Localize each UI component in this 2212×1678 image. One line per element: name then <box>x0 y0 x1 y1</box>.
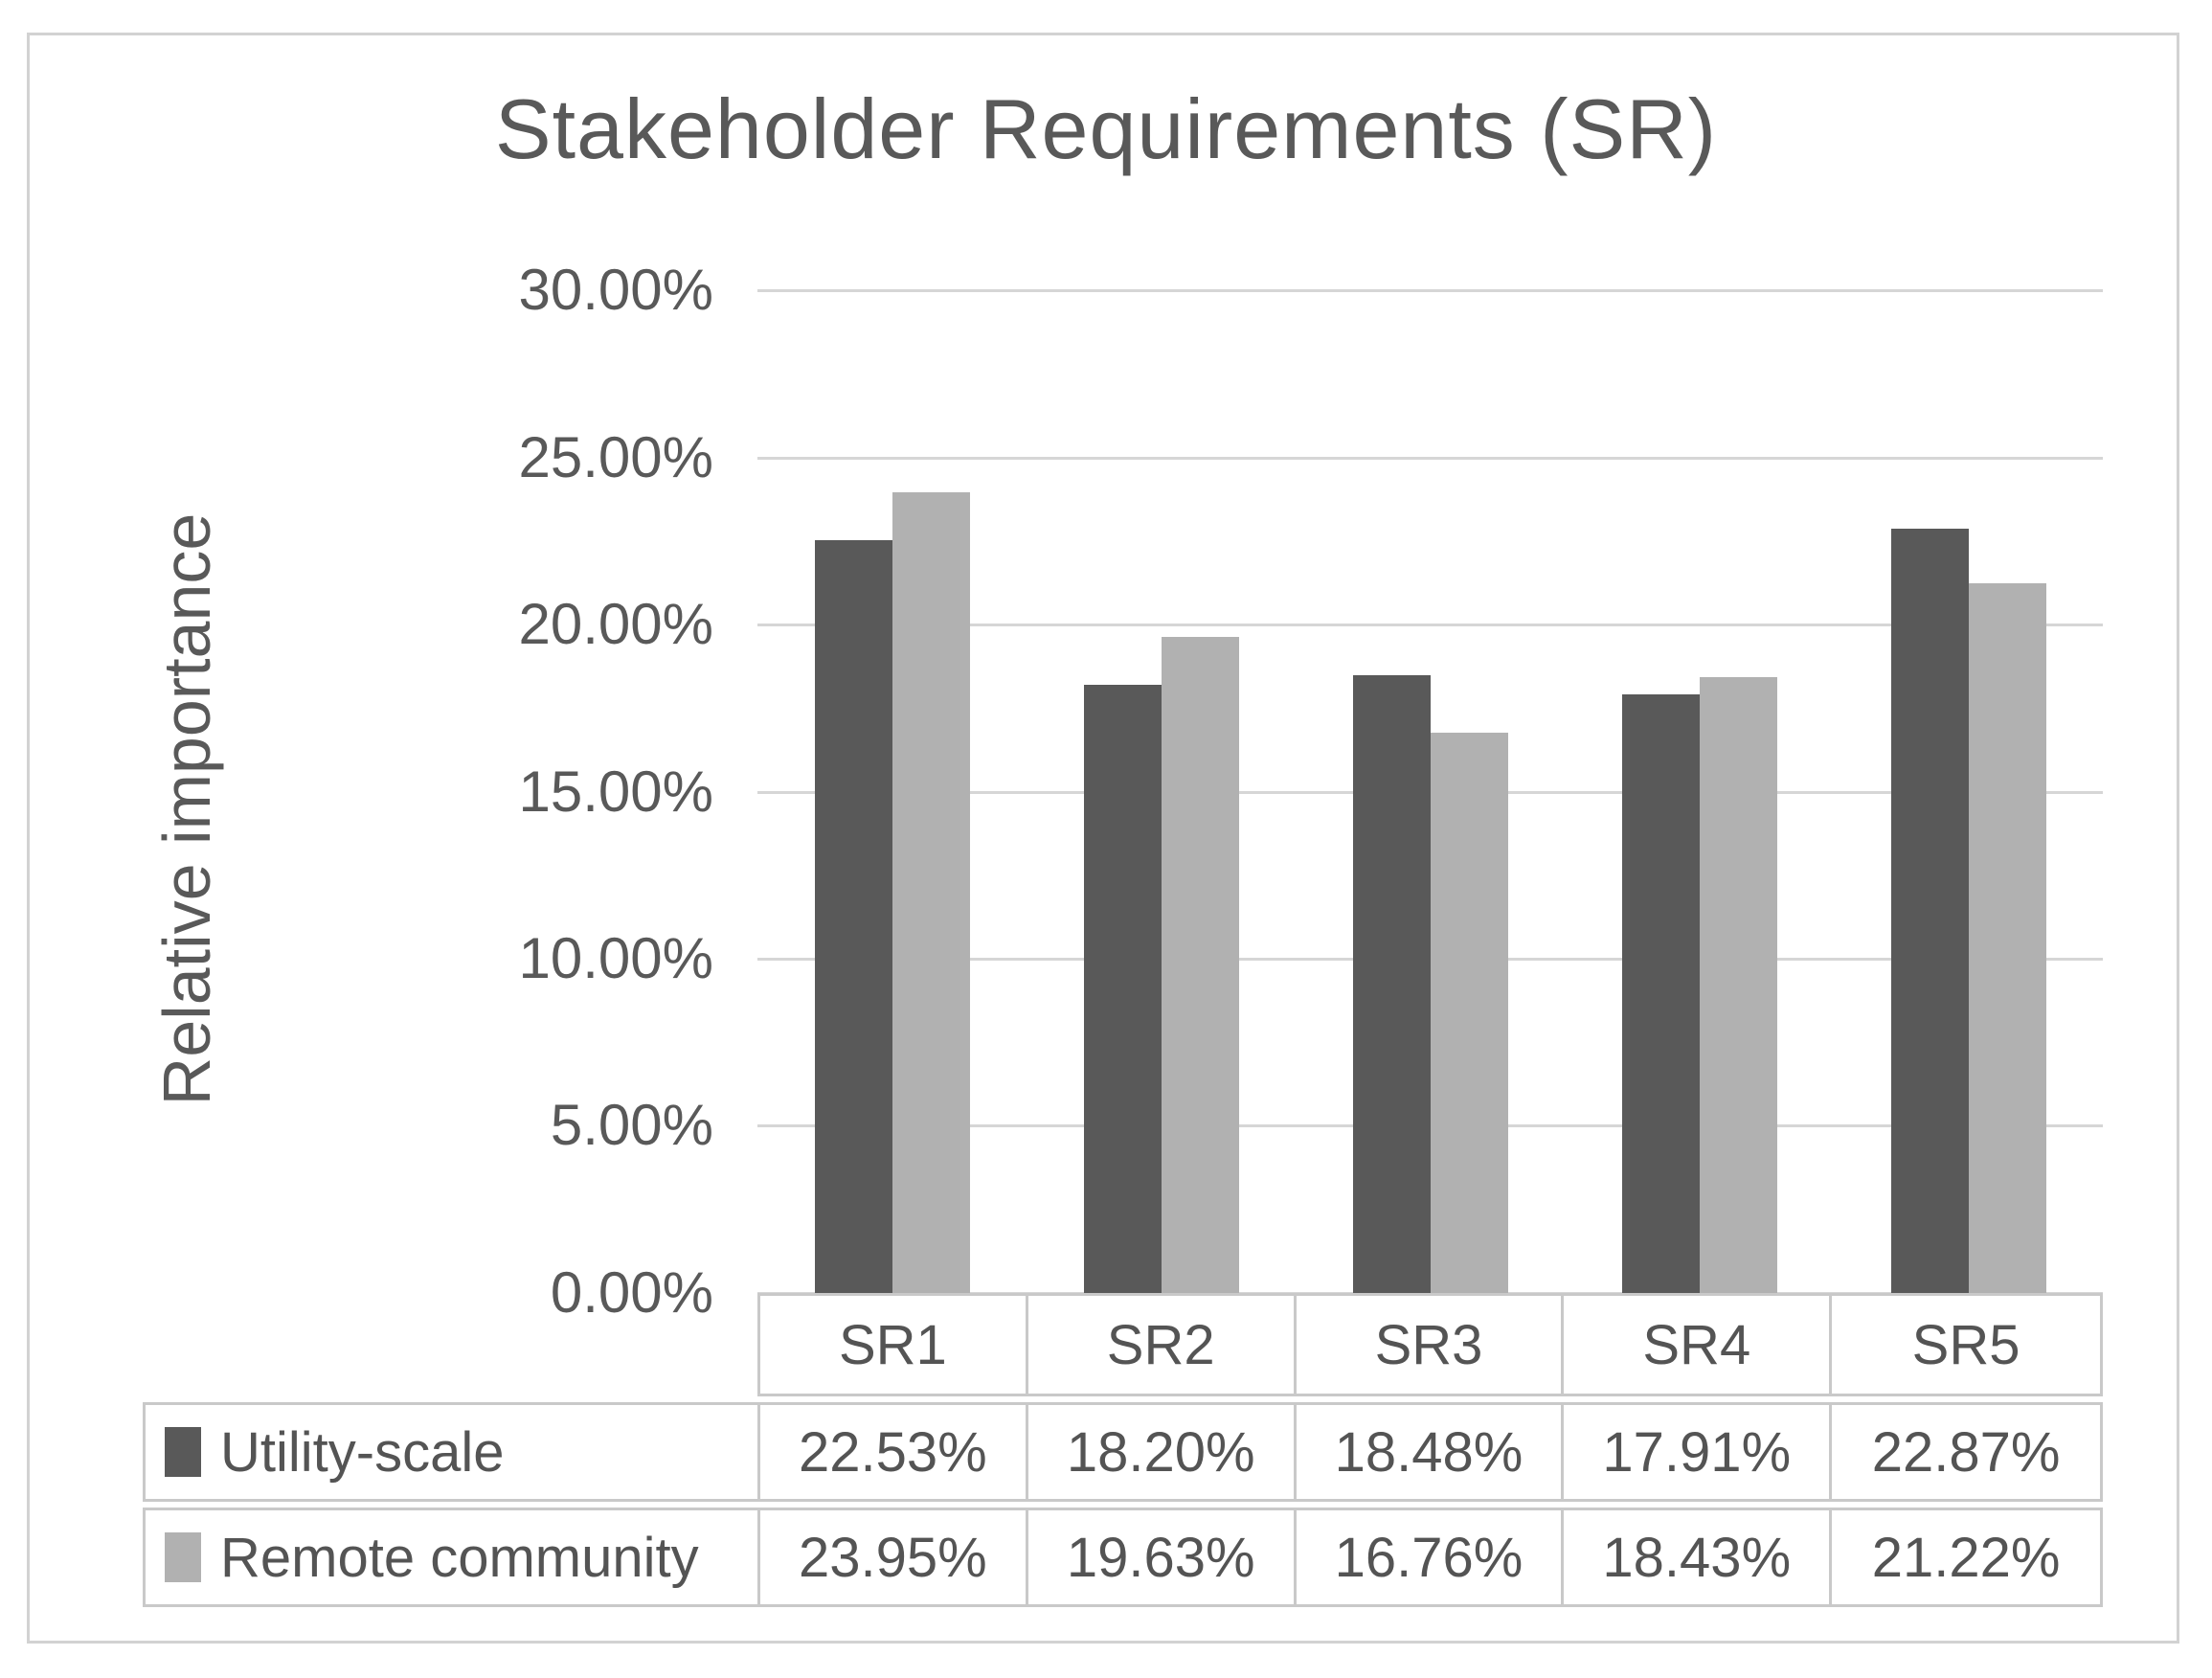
table-row-remote-community: Remote community 23.95% 19.63% 16.76% 18… <box>143 1508 2103 1607</box>
bar-remote-community-sr5 <box>1968 583 2046 1293</box>
table-value-cell: 18.20% <box>1028 1405 1297 1499</box>
chart-title: Stakeholder Requirements (SR) <box>494 81 1718 176</box>
legend-item-remote-community: Remote community <box>146 1510 760 1604</box>
bar-group-sr1 <box>757 290 1027 1293</box>
table-value-cell: 21.22% <box>1871 1526 2061 1589</box>
bar-group-sr2 <box>1027 290 1296 1293</box>
bar-remote-community-sr2 <box>1161 636 1239 1293</box>
bar-utility-scale-sr5 <box>1890 528 1969 1293</box>
y-axis-title: Relative importance <box>149 512 224 1106</box>
y-tick-label: 15.00% <box>518 759 714 824</box>
bar-utility-scale-sr4 <box>1621 693 1700 1293</box>
y-tick-label: 10.00% <box>518 926 714 990</box>
table-header-cell: SR3 <box>1297 1296 1565 1394</box>
legend-marker-remote-community-icon <box>165 1532 201 1582</box>
legend-label: Remote community <box>220 1526 699 1589</box>
table-row-utility-scale: Utility-scale 22.53% 18.20% 18.48% 17.91… <box>143 1402 2103 1502</box>
bar-utility-scale-sr2 <box>1083 684 1162 1293</box>
bar-remote-community-sr3 <box>1430 733 1508 1293</box>
y-tick-label: 20.00% <box>518 591 714 656</box>
data-table-header-row: SR1 SR2 SR3 SR4 SR5 <box>757 1293 2103 1396</box>
plot-area <box>757 289 2103 1295</box>
bar-remote-community-sr4 <box>1699 676 1777 1293</box>
table-value-cell: 22.87% <box>1871 1420 2061 1484</box>
table-header-cell: SR5 <box>1911 1313 2020 1376</box>
y-tick-label: 0.00% <box>550 1260 713 1325</box>
bar-group-sr5 <box>1834 290 2103 1293</box>
y-tick-label: 5.00% <box>550 1093 713 1158</box>
bar-group-sr3 <box>1296 290 1565 1293</box>
table-header-cell: SR2 <box>1028 1296 1297 1394</box>
table-value-cell: 16.76% <box>1297 1510 1565 1604</box>
table-value-cell: 18.48% <box>1297 1405 1565 1499</box>
table-value-cell: 17.91% <box>1564 1405 1833 1499</box>
legend-item-utility-scale: Utility-scale <box>146 1405 760 1499</box>
bar-utility-scale-sr1 <box>814 539 892 1293</box>
table-value-cell: 19.63% <box>1028 1510 1297 1604</box>
legend-marker-utility-scale-icon <box>165 1427 201 1477</box>
table-value-cell: 23.95% <box>760 1510 1028 1604</box>
gridline <box>757 456 2103 460</box>
gridline <box>757 289 2103 292</box>
y-tick-label: 25.00% <box>518 424 714 489</box>
bar-utility-scale-sr3 <box>1352 675 1431 1293</box>
bar-series-container <box>757 290 2103 1293</box>
table-header-cell: SR1 <box>760 1296 1028 1394</box>
table-value-cell: 18.43% <box>1564 1510 1833 1604</box>
table-value-cell: 22.53% <box>760 1405 1028 1499</box>
y-axis-tick-labels: 30.00% 25.00% 20.00% 15.00% 10.00% 5.00%… <box>345 261 714 1322</box>
bar-remote-community-sr1 <box>892 492 970 1293</box>
y-tick-label: 30.00% <box>518 258 714 322</box>
bar-group-sr4 <box>1565 290 1834 1293</box>
table-header-cell: SR4 <box>1564 1296 1833 1394</box>
gridline <box>757 623 2103 626</box>
legend-label: Utility-scale <box>220 1420 505 1484</box>
